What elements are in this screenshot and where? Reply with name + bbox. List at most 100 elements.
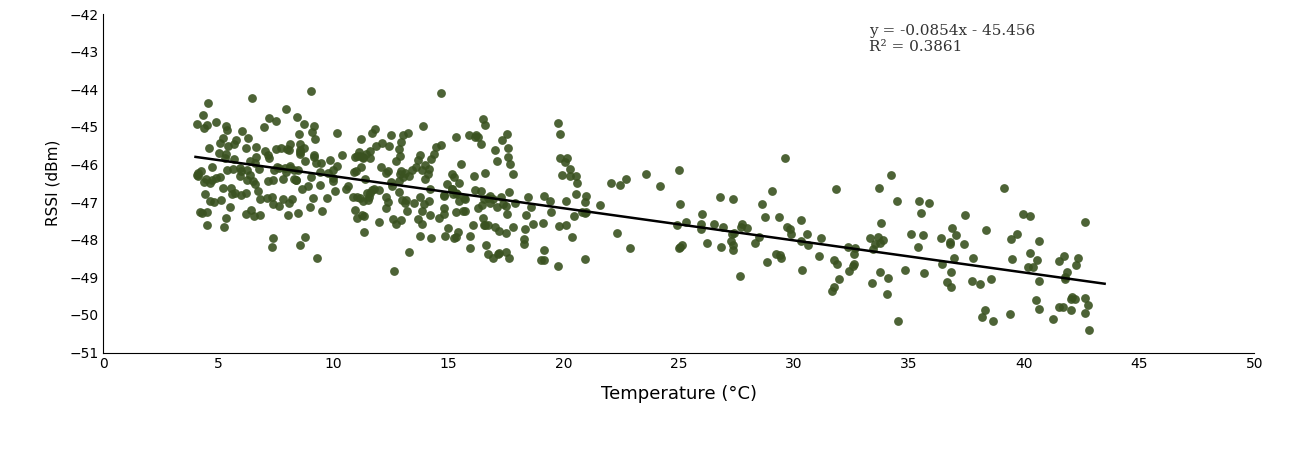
Point	[422, 156, 442, 163]
Point	[420, 235, 441, 242]
Point	[349, 148, 370, 156]
Point	[237, 166, 257, 174]
Point	[303, 194, 323, 201]
Point	[323, 166, 344, 173]
Point	[711, 243, 732, 251]
Point	[790, 237, 811, 244]
Point	[975, 306, 996, 314]
Point	[690, 225, 711, 233]
Point	[1001, 235, 1021, 243]
Point	[895, 266, 915, 274]
Point	[400, 172, 420, 180]
Point	[259, 115, 279, 122]
Point	[411, 166, 432, 174]
Point	[278, 199, 299, 207]
Point	[204, 198, 225, 205]
Point	[354, 175, 375, 183]
Point	[244, 180, 265, 188]
Point	[1065, 296, 1086, 303]
Point	[275, 168, 296, 175]
Y-axis label: RSSI (dBm): RSSI (dBm)	[47, 140, 61, 227]
Point	[534, 256, 555, 264]
Point	[283, 175, 304, 182]
Point	[190, 168, 211, 175]
Point	[292, 185, 313, 193]
Point	[392, 196, 412, 204]
Point	[468, 133, 489, 141]
Point	[290, 241, 310, 249]
Point	[394, 169, 415, 177]
Point	[976, 227, 997, 234]
Point	[301, 173, 322, 180]
Point	[710, 193, 731, 201]
Point	[244, 159, 265, 166]
Point	[273, 196, 294, 203]
Point	[796, 230, 817, 238]
Point	[197, 221, 217, 228]
Point	[838, 267, 859, 275]
Point	[1078, 326, 1099, 334]
Point	[378, 198, 398, 206]
Point	[824, 283, 844, 290]
Point	[246, 153, 266, 161]
Point	[290, 146, 310, 154]
Point	[668, 244, 689, 251]
Point	[518, 194, 539, 201]
Point	[721, 230, 742, 238]
Point	[195, 175, 216, 183]
Point	[295, 157, 315, 165]
Point	[344, 206, 365, 213]
Point	[303, 153, 323, 161]
Point	[225, 189, 246, 197]
Point	[290, 150, 310, 158]
Point	[353, 228, 374, 235]
Point	[418, 171, 438, 178]
Point	[864, 245, 884, 252]
Point	[288, 130, 309, 138]
Point	[566, 180, 587, 187]
Point	[283, 167, 304, 174]
Point	[1054, 252, 1074, 260]
Point	[215, 155, 235, 162]
Point	[489, 249, 509, 257]
Point	[446, 189, 467, 196]
Point	[1077, 301, 1098, 308]
Point	[1018, 263, 1038, 271]
Point	[235, 144, 256, 152]
Point	[945, 231, 966, 238]
Point	[843, 260, 864, 268]
Point	[487, 157, 508, 164]
Point	[471, 187, 491, 195]
Point	[826, 260, 847, 267]
Point	[913, 231, 934, 238]
Point	[255, 147, 275, 155]
Point	[431, 141, 451, 149]
Point	[844, 244, 865, 252]
Point	[253, 123, 274, 131]
Point	[491, 194, 512, 201]
Point	[209, 173, 230, 181]
Point	[317, 169, 337, 177]
Point	[257, 151, 278, 159]
Point	[910, 209, 931, 217]
Point	[447, 228, 468, 235]
Point	[317, 194, 337, 202]
Point	[1029, 278, 1050, 285]
Point	[459, 233, 480, 240]
Point	[381, 131, 402, 138]
Point	[224, 156, 244, 163]
Point	[231, 127, 252, 135]
Point	[495, 229, 516, 236]
X-axis label: Temperature (°C): Temperature (°C)	[601, 385, 756, 403]
Point	[826, 185, 847, 193]
Point	[385, 220, 406, 227]
Point	[531, 256, 552, 264]
Point	[477, 194, 498, 202]
Point	[398, 129, 419, 137]
Point	[864, 241, 884, 248]
Point	[378, 168, 398, 175]
Point	[561, 233, 582, 241]
Point	[731, 223, 751, 231]
Point	[197, 121, 217, 128]
Point	[406, 163, 427, 171]
